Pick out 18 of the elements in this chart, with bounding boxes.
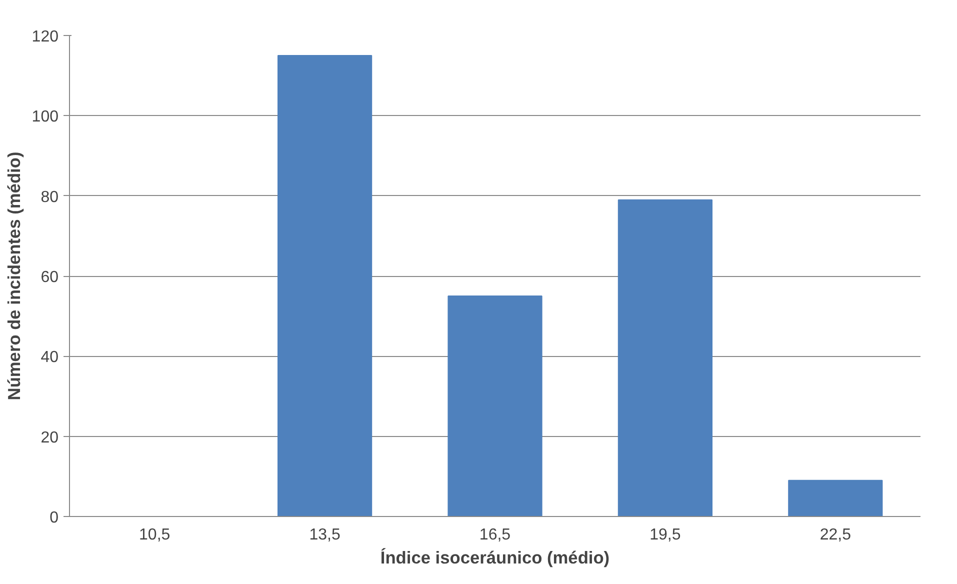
y-tick-label: 0	[50, 510, 59, 526]
y-tick-label: 20	[40, 429, 59, 446]
y-tick-label: 100	[32, 108, 59, 126]
x-axis-title: Índice isoceráunico (médio)	[380, 548, 610, 568]
x-tick-label: 19,5	[650, 526, 681, 544]
bar	[788, 480, 883, 516]
bar	[618, 199, 713, 516]
x-tick-label: 22,5	[820, 526, 852, 544]
x-tick-label: 10,5	[139, 526, 170, 544]
bar	[448, 296, 542, 516]
y-tick-label: 40	[40, 349, 59, 366]
x-tick-label: 13,5	[309, 526, 340, 544]
y-axis-title: Número de incidentes (médio)	[4, 152, 24, 400]
y-tick-label: 80	[40, 188, 59, 206]
y-tick-label: 120	[32, 28, 59, 46]
bar	[277, 55, 372, 516]
x-tick-label: 16,5	[479, 526, 511, 544]
y-tick-label: 60	[40, 269, 59, 286]
